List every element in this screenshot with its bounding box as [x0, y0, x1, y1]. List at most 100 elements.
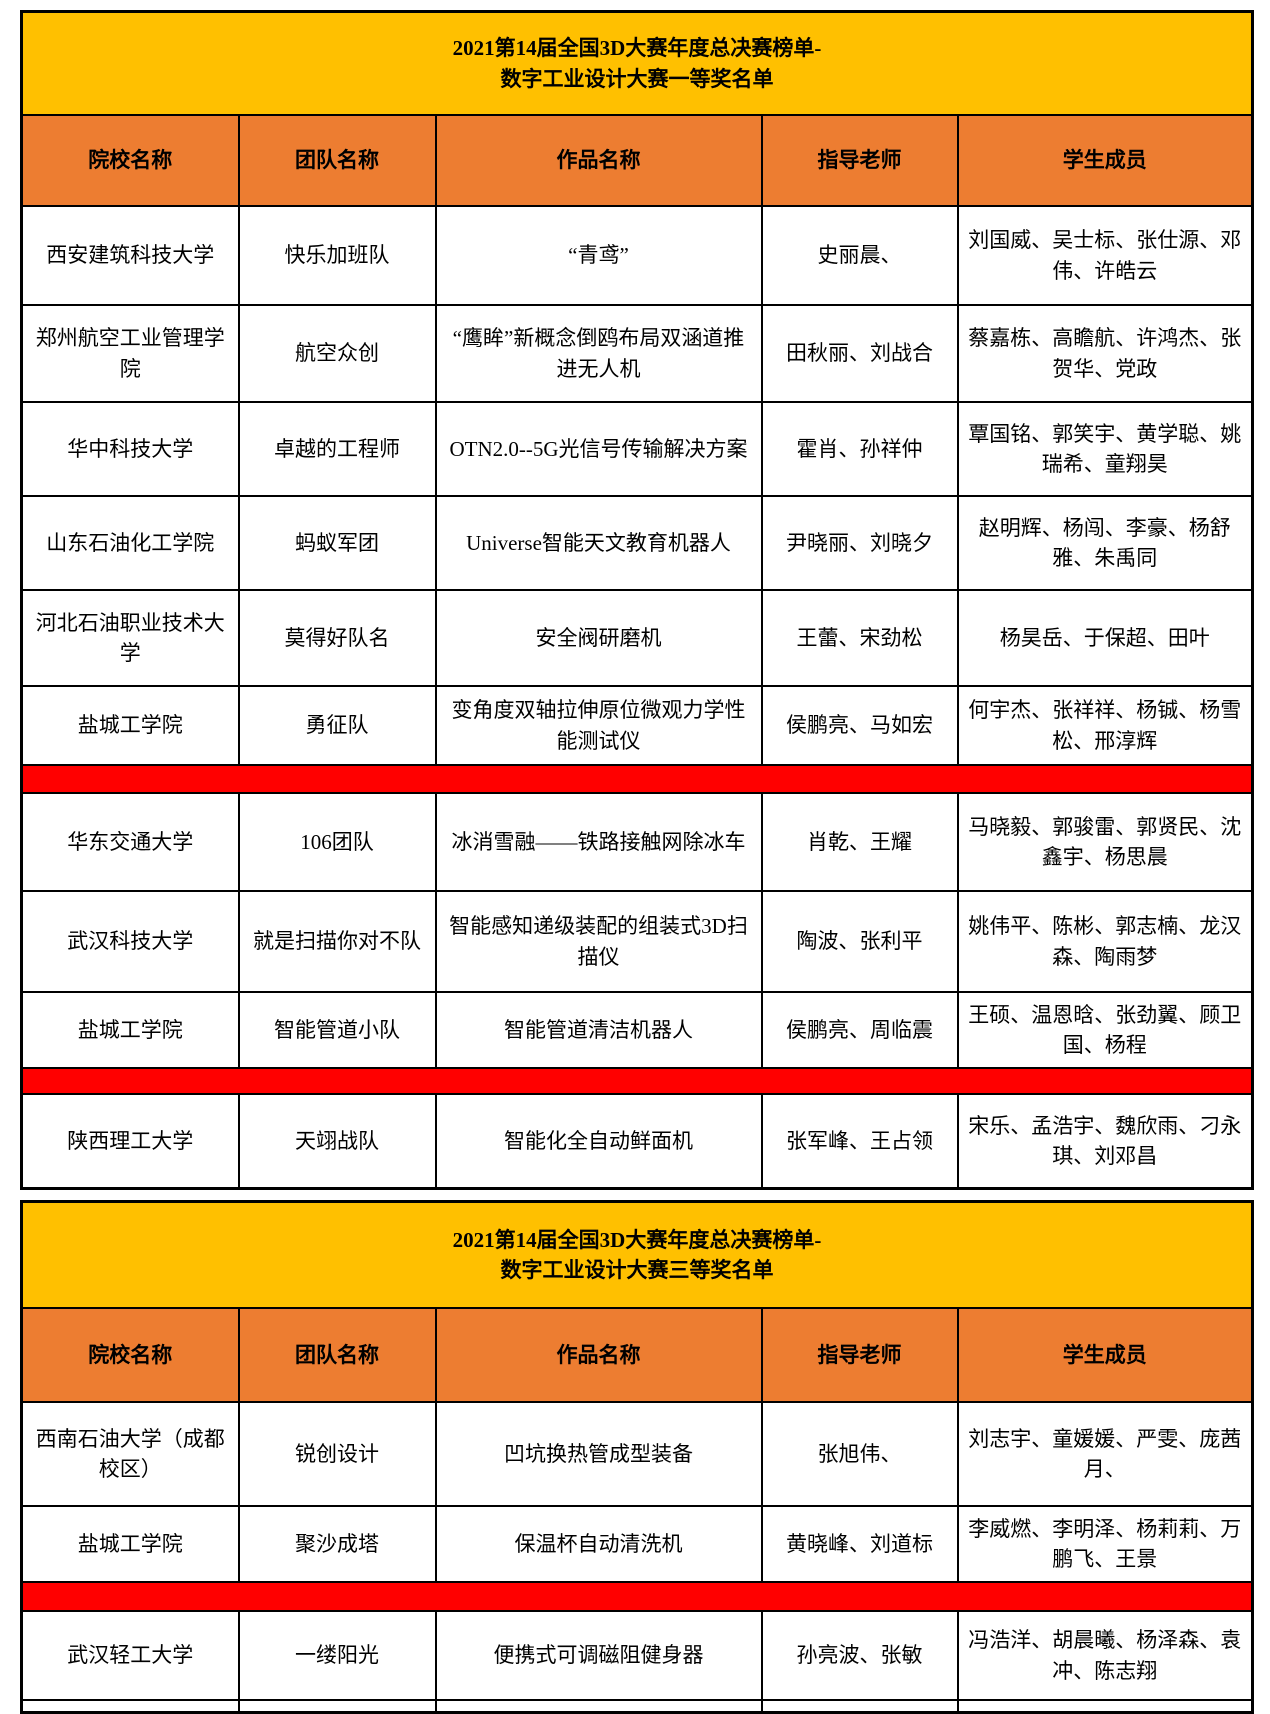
table-row: 盐城工学院 智能管道小队 智能管道清洁机器人 侯鹏亮、周临震 王硕、温恩晗、张劲翼、顾卫…	[20, 991, 1254, 1069]
school-cell: 华中科技大学	[20, 401, 240, 497]
teachers-cell: 霍肖、孙祥仲	[760, 401, 959, 497]
column-header: 指导老师	[760, 1307, 959, 1403]
teachers-cell: 张旭伟、	[760, 1401, 959, 1507]
students-cell: 刘国威、吴士标、张仕源、邓伟、许皓云	[956, 205, 1254, 306]
work-cell: 便携式可调磁阻健身器	[434, 1610, 763, 1701]
team-cell: 快乐加班队	[237, 205, 437, 306]
school-cell: 河北石油职业技术大学	[20, 589, 240, 687]
team-cell: 就是扫描你对不队	[237, 890, 437, 993]
school-cell: 西安建筑科技大学	[20, 205, 240, 306]
teachers-cell: 肖乾、王耀	[760, 792, 959, 892]
column-header: 学生成员	[956, 1307, 1254, 1403]
work-cell: 智能化全自动鲜面机	[434, 1093, 763, 1190]
students-cell: 姚伟平、陈彬、郭志楠、龙汉森、陶雨梦	[956, 890, 1254, 993]
team-cell: 聚沙成塔	[237, 1505, 437, 1583]
school-cell: 盐城工学院	[20, 991, 240, 1069]
students-cell: 覃国铭、郭笑宇、黄学聪、姚瑞希、童翔昊	[956, 401, 1254, 497]
work-cell: 凹坑换热管成型装备	[434, 1401, 763, 1507]
header-row: 院校名称 团队名称 作品名称 指导老师 学生成员	[20, 114, 1254, 207]
work-cell: 智能感知递级装配的组装式3D扫描仪	[434, 890, 763, 993]
work-cell: Universe智能天文教育机器人	[434, 495, 763, 591]
teachers-cell: 张军峰、王占领	[760, 1093, 959, 1190]
teachers-cell: 史丽晨、	[760, 205, 959, 306]
team-cell: 莫得好队名	[237, 589, 437, 687]
students-cell: 宋乐、孟浩宇、魏欣雨、刁永琪、刘邓昌	[956, 1093, 1254, 1190]
students-cell: 杨昊岳、于保超、田叶	[956, 589, 1254, 687]
partial-cell	[237, 1699, 437, 1714]
column-header: 作品名称	[434, 1307, 763, 1403]
school-cell: 盐城工学院	[20, 1505, 240, 1583]
teachers-cell: 尹晓丽、刘晓夕	[760, 495, 959, 591]
table-title: 2021第14届全国3D大赛年度总决赛榜单- 数字工业设计大赛三等奖名单	[20, 1200, 1254, 1309]
students-cell: 蔡嘉栋、高瞻航、许鸿杰、张贺华、党政	[956, 304, 1254, 403]
work-cell: 保温杯自动清洗机	[434, 1505, 763, 1583]
table-row: 河北石油职业技术大学 莫得好队名 安全阀研磨机 王蕾、宋劲松 杨昊岳、于保超、田叶	[20, 589, 1254, 687]
table-row: 华中科技大学 卓越的工程师 OTN2.0--5G光信号传输解决方案 霍肖、孙祥仲 覃国铭…	[20, 401, 1254, 497]
students-cell: 刘志宇、童媛媛、严雯、庞茜月、	[956, 1401, 1254, 1507]
red-highlight-bar	[20, 1067, 1254, 1095]
table-row: 华东交通大学 106团队 冰消雪融——铁路接触网除冰车 肖乾、王耀 马晓毅、郭骏雷、郭贤…	[20, 792, 1254, 892]
team-cell: 天翊战队	[237, 1093, 437, 1190]
table-title-line1: 2021第14届全国3D大赛年度总决赛榜单-	[452, 36, 822, 61]
table-row: 西南石油大学（成都校区） 锐创设计 凹坑换热管成型装备 张旭伟、 刘志宇、童媛媛、严雯、…	[20, 1401, 1254, 1507]
table-row: 郑州航空工业管理学院 航空众创 “鹰眸”新概念倒鸥布局双涵道推进无人机 田秋丽、刘战合…	[20, 304, 1254, 403]
table-row: 武汉轻工大学 一缕阳光 便携式可调磁阻健身器 孙亮波、张敏 冯浩洋、胡晨曦、杨泽森、袁冲…	[20, 1610, 1254, 1701]
table-row: 武汉科技大学 就是扫描你对不队 智能感知递级装配的组装式3D扫描仪 陶波、张利平 姚伟平…	[20, 890, 1254, 993]
red-highlight-bar	[20, 1581, 1254, 1612]
team-cell: 蚂蚁军团	[237, 495, 437, 591]
partial-cell	[760, 1699, 959, 1714]
table-row: 山东石油化工学院 蚂蚁军团 Universe智能天文教育机器人 尹晓丽、刘晓夕 赵明辉、…	[20, 495, 1254, 591]
work-cell: 安全阀研磨机	[434, 589, 763, 687]
teachers-cell: 王蕾、宋劲松	[760, 589, 959, 687]
school-cell: 西南石油大学（成都校区）	[20, 1401, 240, 1507]
column-header: 院校名称	[20, 1307, 240, 1403]
partial-cell	[20, 1699, 240, 1714]
school-cell: 陕西理工大学	[20, 1093, 240, 1190]
table-row: 盐城工学院 勇征队 变角度双轴拉伸原位微观力学性能测试仪 侯鹏亮、马如宏 何宇杰、张祥祥…	[20, 685, 1254, 766]
red-highlight-bar	[20, 764, 1254, 794]
partial-row	[20, 1699, 1254, 1714]
team-cell: 智能管道小队	[237, 991, 437, 1069]
third-prize-table: 2021第14届全国3D大赛年度总决赛榜单- 数字工业设计大赛三等奖名单院校名称团…	[20, 1200, 1255, 1714]
teachers-cell: 陶波、张利平	[760, 890, 959, 993]
team-cell: 航空众创	[237, 304, 437, 403]
school-cell: 武汉科技大学	[20, 890, 240, 993]
table-row: 西安建筑科技大学 快乐加班队 “青鸢” 史丽晨、 刘国威、吴士标、张仕源、邓伟、许皓云	[20, 205, 1254, 306]
column-header: 团队名称	[237, 1307, 437, 1403]
team-cell: 锐创设计	[237, 1401, 437, 1507]
school-cell: 郑州航空工业管理学院	[20, 304, 240, 403]
partial-cell	[956, 1699, 1254, 1714]
students-cell: 王硕、温恩晗、张劲翼、顾卫国、杨程	[956, 991, 1254, 1069]
school-cell: 华东交通大学	[20, 792, 240, 892]
students-cell: 何宇杰、张祥祥、杨铖、杨雪松、邢淳辉	[956, 685, 1254, 766]
table-title-line1: 2021第14届全国3D大赛年度总决赛榜单-	[452, 1227, 822, 1252]
team-cell: 勇征队	[237, 685, 437, 766]
teachers-cell: 田秋丽、刘战合	[760, 304, 959, 403]
column-header: 院校名称	[20, 114, 240, 207]
work-cell: “鹰眸”新概念倒鸥布局双涵道推进无人机	[434, 304, 763, 403]
table-row: 陕西理工大学 天翊战队 智能化全自动鲜面机 张军峰、王占领 宋乐、孟浩宇、魏欣雨、刁永琪…	[20, 1093, 1254, 1190]
work-cell: OTN2.0--5G光信号传输解决方案	[434, 401, 763, 497]
school-cell: 武汉轻工大学	[20, 1610, 240, 1701]
teachers-cell: 孙亮波、张敏	[760, 1610, 959, 1701]
table-title-line2: 数字工业设计大赛三等奖名单	[500, 1258, 774, 1282]
column-header: 团队名称	[237, 114, 437, 207]
award-tables-container: 2021第14届全国3D大赛年度总决赛榜单- 数字工业设计大赛一等奖名单 院校名称团…	[20, 10, 1255, 1714]
students-cell: 赵明辉、杨闯、李豪、杨舒雅、朱禹同	[956, 495, 1254, 591]
students-cell: 马晓毅、郭骏雷、郭贤民、沈鑫宇、杨思晨	[956, 792, 1254, 892]
column-header: 学生成员	[956, 114, 1254, 207]
table-title: 2021第14届全国3D大赛年度总决赛榜单- 数字工业设计大赛一等奖名单	[20, 10, 1254, 116]
team-cell: 一缕阳光	[237, 1610, 437, 1701]
table-title-line2: 数字工业设计大赛一等奖名单	[500, 66, 774, 91]
work-cell: “青鸢”	[434, 205, 763, 306]
students-cell: 冯浩洋、胡晨曦、杨泽森、袁冲、陈志翔	[956, 1610, 1254, 1701]
team-cell: 卓越的工程师	[237, 401, 437, 497]
team-cell: 106团队	[237, 792, 437, 892]
school-cell: 山东石油化工学院	[20, 495, 240, 591]
first-prize-table: 2021第14届全国3D大赛年度总决赛榜单- 数字工业设计大赛一等奖名单院校名称团…	[20, 10, 1255, 1190]
work-cell: 冰消雪融——铁路接触网除冰车	[434, 792, 763, 892]
teachers-cell: 黄晓峰、刘道标	[760, 1505, 959, 1583]
table-row: 盐城工学院 聚沙成塔 保温杯自动清洗机 黄晓峰、刘道标 李威燃、李明泽、杨莉莉、万鹏飞、…	[20, 1505, 1254, 1583]
column-header: 指导老师	[760, 114, 959, 207]
teachers-cell: 侯鹏亮、周临震	[760, 991, 959, 1069]
